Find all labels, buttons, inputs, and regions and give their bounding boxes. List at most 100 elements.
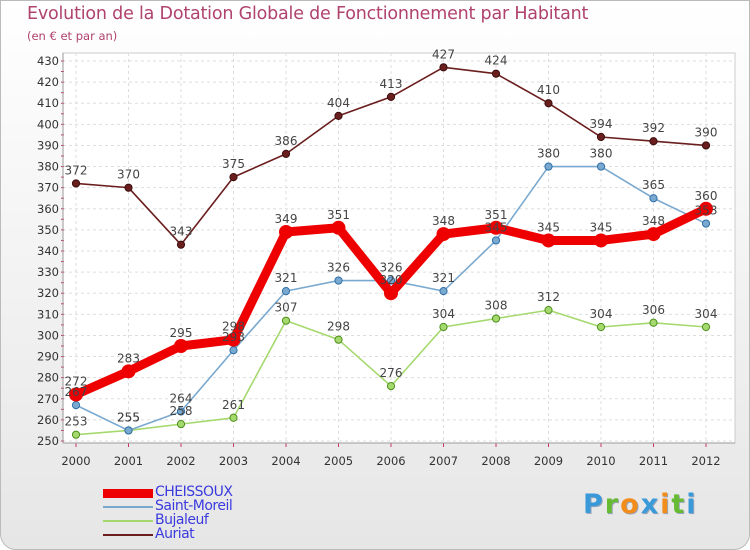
data-point <box>386 382 396 391</box>
data-point <box>71 179 81 188</box>
data-label: 264 <box>170 391 193 405</box>
series-cheissoux <box>69 201 713 402</box>
data-point <box>491 236 501 245</box>
x-tick-label: 2007 <box>429 454 458 468</box>
data-point <box>71 401 81 410</box>
data-point <box>596 132 606 142</box>
data-label: 392 <box>642 121 665 135</box>
data-point <box>541 233 556 248</box>
data-point <box>596 162 606 171</box>
chart-subtitle: (en € et par an) <box>27 29 118 43</box>
data-label: 276 <box>380 366 403 380</box>
y-tick-label: 250 <box>37 434 59 448</box>
legend-item-saint-moreil: Saint-Moreil <box>99 498 299 514</box>
y-tick-label: 390 <box>37 138 59 152</box>
data-label: 326 <box>327 261 350 275</box>
data-label: 293 <box>222 330 245 344</box>
data-point <box>439 287 448 296</box>
data-label: 365 <box>642 178 665 192</box>
axes: 250 260 270 280 290 300 310 320 330 340 350 360 370 3… <box>37 53 735 468</box>
y-tick-label: 300 <box>37 328 59 342</box>
y-tick-label: 400 <box>37 117 59 131</box>
logo-letter: t <box>671 489 687 520</box>
data-label: 283 <box>117 351 140 365</box>
data-label: 295 <box>170 326 193 340</box>
data-point <box>701 219 711 228</box>
logo-letter: i <box>686 489 698 520</box>
data-point <box>649 318 658 327</box>
legend-swatch <box>103 534 153 536</box>
data-label: 348 <box>642 214 665 228</box>
data-point <box>176 420 186 429</box>
data-label: 345 <box>590 220 613 234</box>
y-tick-label: 270 <box>37 392 59 406</box>
y-tick-label: 350 <box>37 223 59 237</box>
x-tick-label: 2004 <box>271 454 300 468</box>
data-point <box>544 162 553 171</box>
data-label: 351 <box>485 208 508 222</box>
data-label: 375 <box>222 157 245 171</box>
y-tick-label: 280 <box>37 371 59 385</box>
data-label: 298 <box>327 320 350 334</box>
data-point <box>334 276 343 285</box>
y-tick-label: 360 <box>37 202 59 216</box>
logo-letter: P <box>583 489 605 520</box>
logo-letter: i <box>660 489 672 520</box>
data-label: 348 <box>432 214 455 228</box>
data-label: 372 <box>65 163 88 177</box>
data-point <box>124 426 133 435</box>
chart-legend: CHEISSOUX Saint-Moreil Bujaleuf Auriat <box>99 484 299 542</box>
y-tick-label: 430 <box>37 54 59 68</box>
x-tick-label: 2011 <box>639 454 668 468</box>
data-point <box>439 322 448 332</box>
y-tick-label: 420 <box>37 75 59 89</box>
x-tick-label: 2005 <box>324 454 353 468</box>
data-point <box>121 364 136 379</box>
data-label: 343 <box>170 225 193 239</box>
data-point <box>491 314 501 323</box>
data-point <box>334 335 343 344</box>
data-point <box>229 413 238 422</box>
data-label: 255 <box>117 410 140 424</box>
data-point <box>226 332 241 347</box>
data-label: 353 <box>695 204 718 218</box>
legend-item-auriat: Auriat <box>99 526 299 542</box>
data-point <box>281 149 291 158</box>
legend-item-bujaleuf: Bujaleuf <box>99 512 299 528</box>
plot-area <box>62 52 736 444</box>
y-tick-label: 410 <box>37 96 59 110</box>
data-label: 380 <box>537 147 560 161</box>
x-tick-label: 2012 <box>691 454 720 468</box>
legend-swatch <box>103 489 153 498</box>
legend-label: Auriat <box>155 526 195 542</box>
data-point <box>384 286 398 301</box>
data-label: 370 <box>117 168 140 182</box>
logo-letter: x <box>640 489 661 520</box>
data-label: 410 <box>537 83 560 97</box>
data-point <box>701 322 711 332</box>
data-label: 424 <box>485 54 508 68</box>
data-label: 427 <box>432 47 455 61</box>
data-labels-layer: 372 370 343 375 386 404 413 427 424 410 394 392 390 2… <box>65 47 718 428</box>
x-tick-label: 2008 <box>481 454 510 468</box>
data-label: 306 <box>642 303 665 317</box>
data-point <box>281 316 291 325</box>
data-point <box>544 99 553 108</box>
data-label: 304 <box>695 307 718 321</box>
data-point <box>594 233 608 248</box>
y-tick-label: 370 <box>37 181 59 195</box>
chart-title: Evolution de la Dotation Globale de Fonc… <box>27 4 589 24</box>
series-layer <box>69 63 713 439</box>
data-point <box>491 69 501 78</box>
data-point <box>489 220 503 235</box>
data-label: 413 <box>380 77 403 91</box>
data-label: 272 <box>65 375 88 389</box>
series-auriat <box>71 63 711 249</box>
y-tick-label: 380 <box>37 160 59 174</box>
x-tick-label: 2001 <box>114 454 143 468</box>
data-label: 326 <box>380 261 403 275</box>
data-point <box>69 387 83 402</box>
data-label: 394 <box>590 117 613 131</box>
